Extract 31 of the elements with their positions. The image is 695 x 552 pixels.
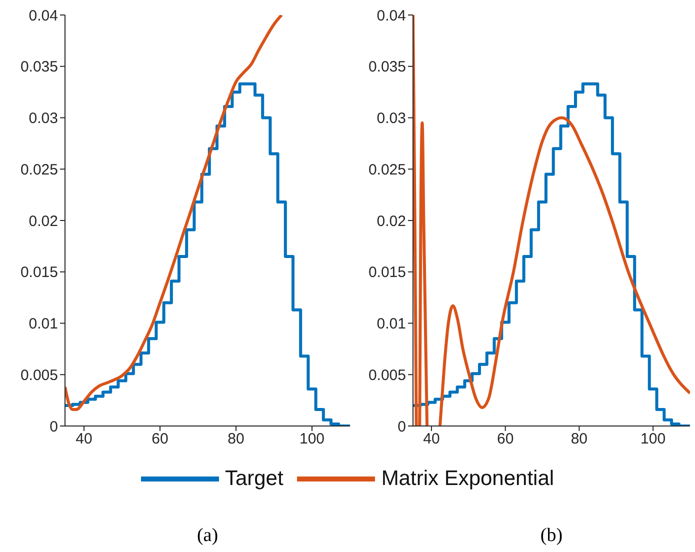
y-tick-label: 0.02 <box>376 212 406 230</box>
y-tick-label: 0.025 <box>20 161 58 178</box>
y-tick-label: 0.04 <box>376 7 406 24</box>
y-tick-label: 0.025 <box>368 161 406 178</box>
text: (a) <box>196 525 218 546</box>
y-tick-label: 0.005 <box>20 366 58 384</box>
y-tick-label: 0.04 <box>28 7 58 24</box>
y-tick-label: 0.03 <box>376 110 406 128</box>
x-tick-label: 60 <box>496 430 514 448</box>
legend-label: Matrix Exponential <box>381 467 554 491</box>
x-tick-label: 80 <box>228 430 244 448</box>
x-tick-label: 100 <box>299 430 325 448</box>
y-tick-label: 0.03 <box>28 110 58 128</box>
x-tick-label: 60 <box>152 430 168 448</box>
legend-label: Target <box>224 467 284 491</box>
x-tick-label: 100 <box>640 430 666 448</box>
y-tick-label: 0.005 <box>368 366 406 384</box>
y-tick-label: 0.015 <box>20 264 58 282</box>
y-tick-label: 0.02 <box>28 212 58 230</box>
y-tick-label: 0.01 <box>28 316 58 333</box>
y-tick-label: 0.035 <box>368 58 406 76</box>
x-tick-label: 40 <box>76 430 92 448</box>
y-tick-label: 0.015 <box>368 264 406 282</box>
y-tick-label: 0.01 <box>376 316 406 333</box>
x-tick-label: 80 <box>570 430 588 448</box>
text: (b) <box>540 525 563 546</box>
y-tick-label: 0 <box>50 418 58 436</box>
y-tick-label: 0.035 <box>20 58 58 76</box>
line-series <box>65 15 284 412</box>
x-tick-label: 40 <box>423 430 440 448</box>
y-tick-label: 0 <box>398 418 406 436</box>
